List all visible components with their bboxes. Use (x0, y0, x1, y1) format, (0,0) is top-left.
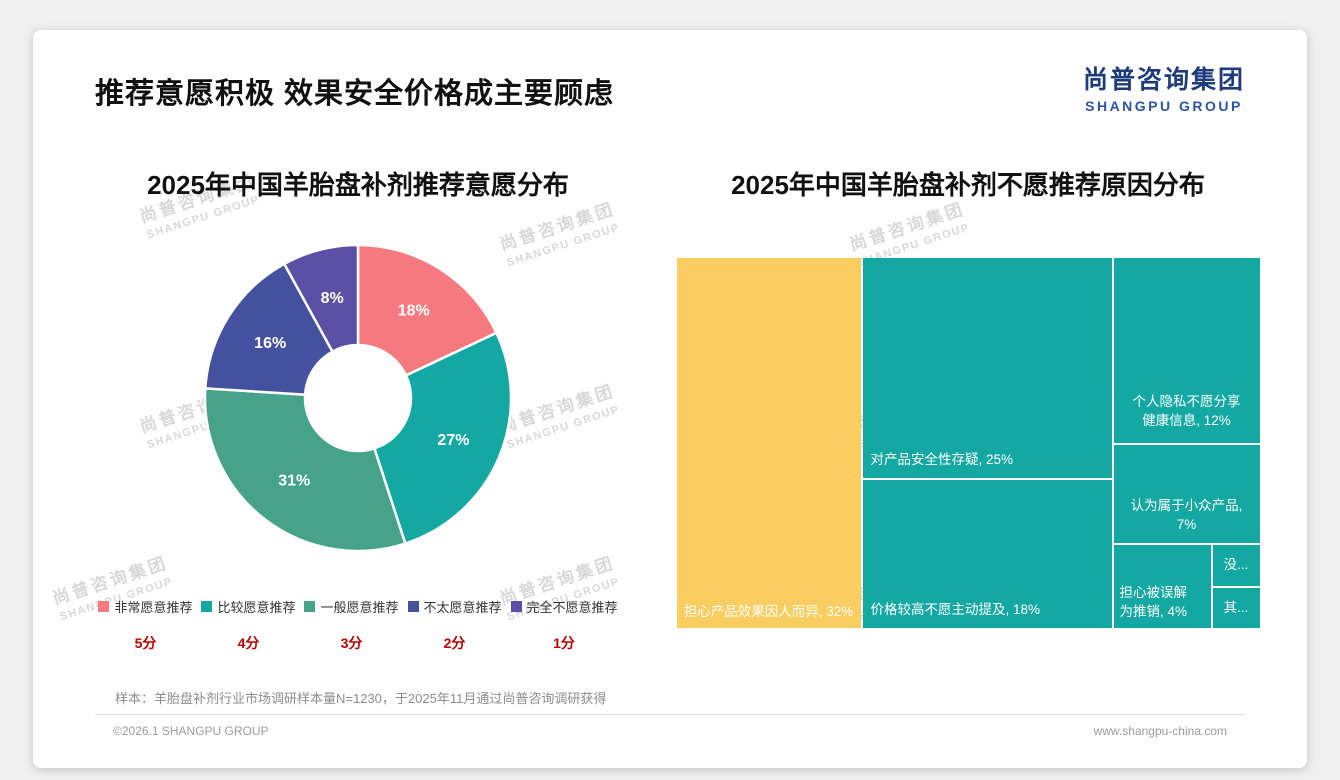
donut-slice-value: 31% (278, 473, 310, 490)
score-label: 3分 (340, 635, 363, 651)
legend-item: 不太愿意推荐 (407, 597, 502, 616)
donut-slice-value: 16% (254, 335, 286, 352)
treemap-label: 个人隐私不愿分享健康信息, 12% (1132, 393, 1241, 429)
page-title: 推荐意愿积极 效果安全价格成主要顾虑 (95, 78, 615, 110)
slide-footer: ©2026.1 SHANGPU GROUP www.shangpu-china.… (95, 714, 1245, 738)
logo-chinese-text: 尚普咨询集团 (1082, 66, 1245, 94)
donut-slice-5 (282, 243, 360, 354)
legend-label: 非常愿意推荐 (114, 600, 193, 615)
legend-col: 完全不愿意推荐 1分 (510, 597, 618, 653)
logo-english-text: SHANGPU GROUP (1085, 98, 1243, 114)
legend-label: 一般愿意推荐 (320, 600, 399, 615)
treemap-middle-column: 对产品安全性存疑, 25% 价格较高不愿主动提及, 18% (862, 258, 1112, 628)
treemap-chart-section: 2025年中国羊胎盘补剂不愿推荐原因分布 担心产品效果因人而异, 32% 对产品… (668, 165, 1268, 628)
donut-slice-value: 27% (437, 432, 469, 449)
treemap-label: 担心被误解为推销, 4% (1119, 584, 1188, 620)
donut-slice-4 (203, 262, 335, 396)
legend-label: 完全不愿意推荐 (526, 600, 618, 615)
treemap-block-effect: 担心产品效果因人而异, 32% (676, 258, 861, 628)
treemap-block-none: 没... (1212, 545, 1260, 586)
legend-label: 比较愿意推荐 (217, 600, 296, 615)
donut-chart: 18% 27% 31% 16% 8% (203, 243, 513, 553)
treemap-chart: 担心产品效果因人而异, 32% 对产品安全性存疑, 25% 价格较高不愿主动提及… (676, 258, 1260, 628)
legend-col: 一般愿意推荐 3分 (304, 597, 399, 653)
treemap-label: 价格较高不愿主动提及, 18% (870, 602, 1041, 618)
footer-website: www.shangpu-china.com (1093, 724, 1227, 738)
treemap-chart-title: 2025年中国羊胎盘补剂不愿推荐原因分布 (731, 170, 1205, 200)
legend-swatch (98, 601, 110, 612)
treemap-tiny-column: 没... 其... (1212, 545, 1260, 628)
donut-chart-title: 2025年中国羊胎盘补剂推荐意愿分布 (147, 170, 569, 200)
legend-swatch (407, 601, 419, 612)
treemap-label: 担心产品效果因人而异, 32% (683, 604, 854, 620)
treemap-block-safety: 对产品安全性存疑, 25% (862, 258, 1112, 478)
sample-footnote: 样本：羊胎盘补剂行业市场调研样本量N=1230，于2025年11月通过尚普咨询调… (115, 691, 607, 706)
legend-swatch (304, 601, 316, 612)
treemap-block-privacy: 个人隐私不愿分享健康信息, 12% (1113, 258, 1260, 443)
treemap-right-column: 个人隐私不愿分享健康信息, 12% 认为属于小众产品, 7% 担心被误解为推销,… (1113, 258, 1260, 628)
donut-slice-value: 8% (321, 290, 344, 307)
legend-col: 不太愿意推荐 2分 (407, 597, 502, 653)
donut-slice-value: 18% (398, 303, 430, 320)
treemap-label: 对产品安全性存疑, 25% (870, 452, 1014, 468)
legend-swatch (201, 601, 213, 612)
slide-content: 推荐意愿积极 效果安全价格成主要顾虑 尚普咨询集团 SHANGPU GROUP … (33, 30, 1307, 768)
legend-col: 比较愿意推荐 4分 (201, 597, 295, 653)
donut-slice-1 (356, 243, 499, 378)
treemap-block-niche: 认为属于小众产品, 7% (1113, 445, 1260, 543)
legend-swatch (510, 601, 522, 612)
legend-label: 不太愿意推荐 (423, 600, 502, 615)
footer-copyright: ©2026.1 SHANGPU GROUP (113, 724, 269, 738)
donut-chart-section: 2025年中国羊胎盘补剂推荐意愿分布 18% 27% 31% 16% 8% 非常愿意推荐… (58, 165, 658, 653)
donut-legend: 非常愿意推荐 5分 比较愿意推荐 4分 一般愿意推荐 3分 (58, 597, 658, 653)
treemap-block-price: 价格较高不愿主动提及, 18% (862, 480, 1112, 628)
treemap-bottom-row: 担心被误解为推销, 4% 没... 其... (1113, 545, 1260, 628)
legend-item: 非常愿意推荐 (98, 597, 192, 616)
treemap-label: 认为属于小众产品, 7% (1130, 497, 1243, 533)
treemap-block-sales: 担心被误解为推销, 4% (1113, 545, 1211, 628)
donut-slice-3 (203, 387, 407, 553)
score-label: 2分 (443, 635, 466, 651)
treemap-block-other: 其... (1212, 587, 1260, 628)
treemap-label: 其... (1223, 599, 1249, 615)
legend-item: 比较愿意推荐 (201, 597, 295, 616)
company-logo: 尚普咨询集团 SHANGPU GROUP (1083, 60, 1245, 114)
legend-item: 一般愿意推荐 (304, 597, 399, 616)
donut-slice-2 (372, 331, 513, 546)
report-slide: 尚普咨询集团 SHANGPU GROUP 尚普咨询集团 SHANGPU GROUP 尚普… (33, 30, 1307, 768)
legend-col: 非常愿意推荐 5分 (98, 597, 192, 653)
legend-item: 完全不愿意推荐 (510, 597, 618, 616)
score-label: 4分 (237, 635, 260, 651)
score-label: 1分 (553, 635, 575, 651)
score-label: 5分 (134, 635, 157, 651)
treemap-label: 没... (1223, 557, 1249, 573)
